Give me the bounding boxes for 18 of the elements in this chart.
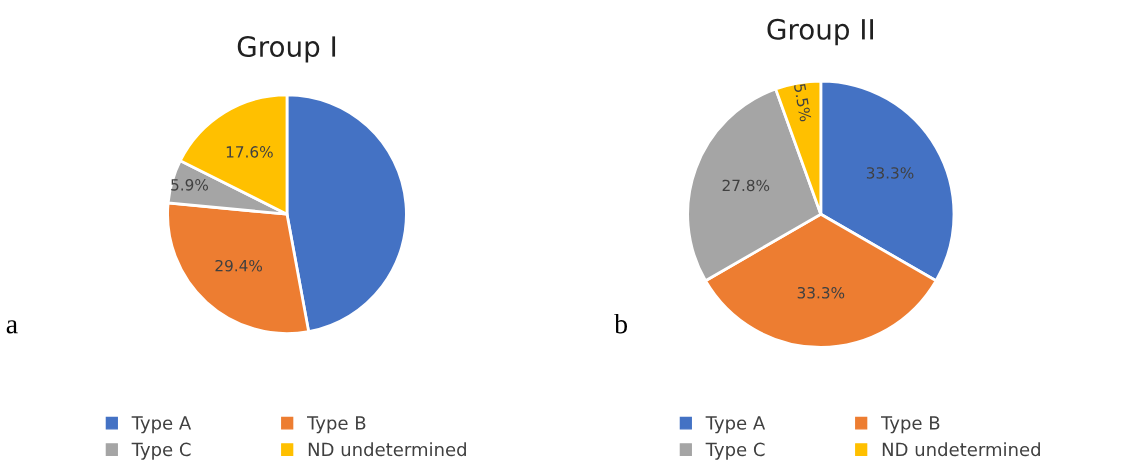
data-label: 5.5% — [793, 83, 812, 122]
chart-title: Group II — [767, 18, 873, 46]
legend-label: ND undetermined — [308, 442, 466, 457]
legend-label: Type A — [131, 416, 192, 434]
legend-label: Type A — [705, 416, 766, 434]
legend-label: Type C — [705, 442, 765, 460]
legend-label: Type B — [881, 416, 940, 434]
legend-label: ND undetermined — [882, 442, 1040, 457]
data-label: 29.4% — [215, 259, 263, 272]
legend-label: Type C — [131, 442, 191, 460]
text: a — [6, 320, 18, 334]
data-label: 33.3% — [866, 167, 914, 179]
chart-title: Group I — [237, 36, 336, 63]
data-label: 17.6% — [226, 146, 273, 158]
text: b — [614, 313, 628, 334]
data-label: 33.3% — [797, 286, 845, 299]
legend-label: Type B — [307, 416, 366, 434]
data-label: 27.8% — [722, 179, 770, 192]
